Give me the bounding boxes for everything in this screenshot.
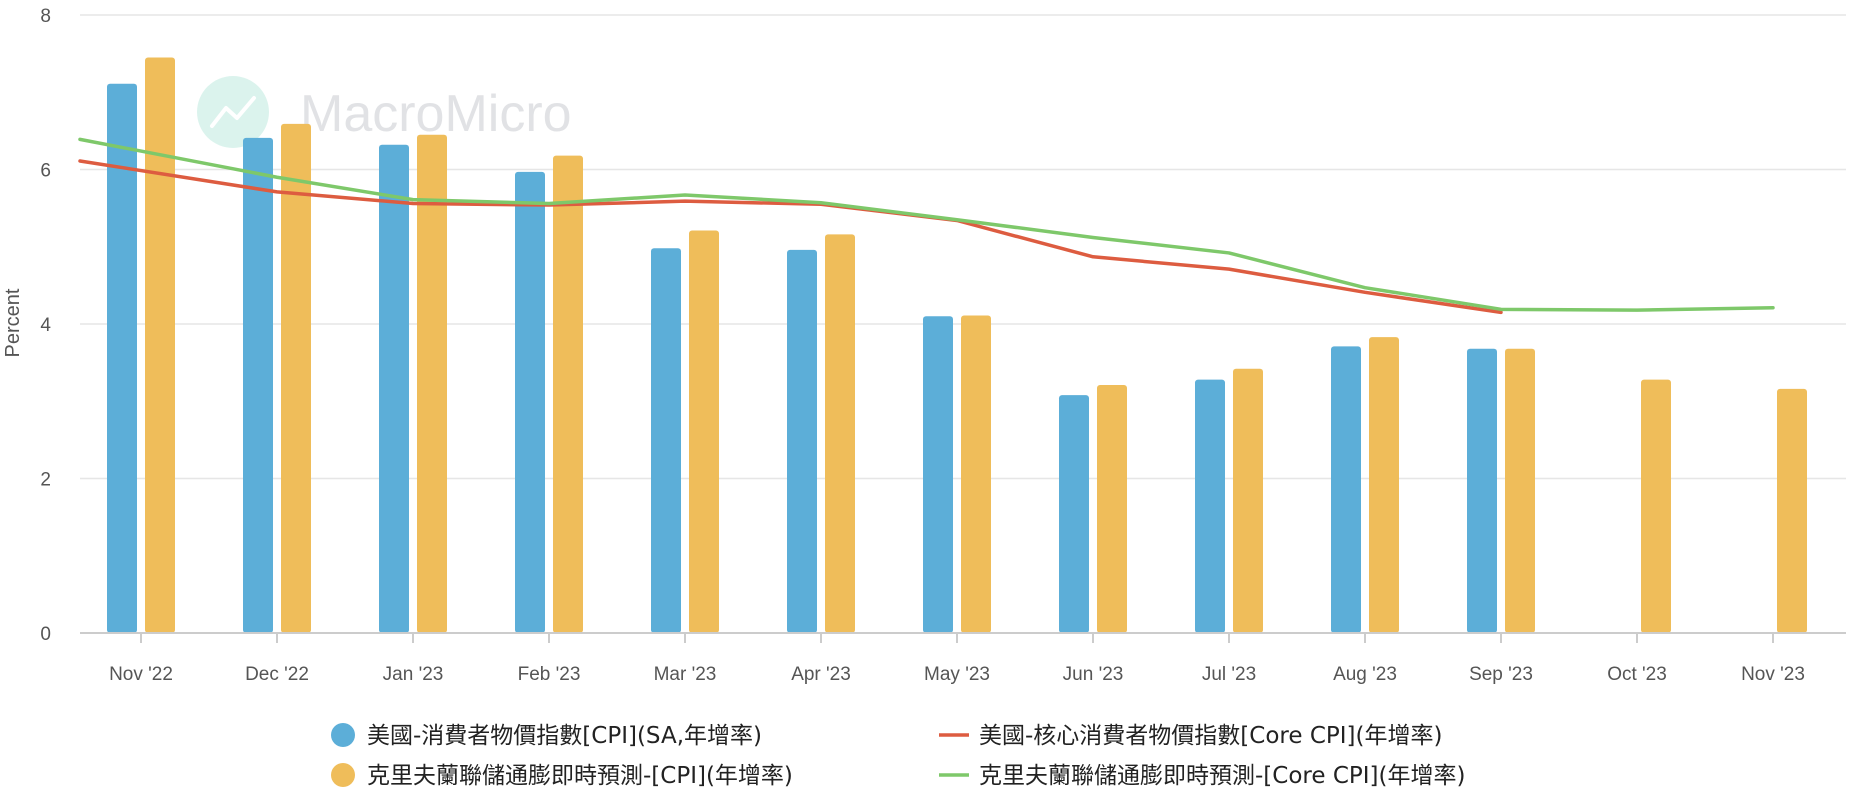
y-tick-label: 6	[40, 161, 51, 182]
cleveland-cpi-bar[interactable]	[1505, 348, 1535, 633]
y-tick-label: 8	[40, 6, 51, 27]
cleveland-cpi-bar[interactable]	[1777, 388, 1807, 633]
cleveland-cpi-bar[interactable]	[145, 57, 175, 634]
y-tick-label: 4	[40, 315, 51, 336]
bar-series	[107, 57, 1807, 634]
cleveland-cpi-bar[interactable]	[1097, 385, 1127, 633]
cleveland-cpi-bar[interactable]	[281, 123, 311, 634]
cleveland-cpi-bar[interactable]	[417, 134, 447, 634]
legend-item-cleveland-core-cpi[interactable]: 克里夫蘭聯儲通膨即時預測-[Core CPI](年增率)	[939, 763, 1465, 789]
legend-item-cpi[interactable]: 美國-消費者物價指數[CPI](SA,年增率)	[331, 723, 762, 749]
x-tick-label: Oct '23	[1607, 664, 1667, 685]
cpi-bar[interactable]	[107, 83, 137, 633]
x-tick-label: Apr '23	[791, 664, 851, 685]
legend-label: 克里夫蘭聯儲通膨即時預測-[Core CPI](年增率)	[979, 763, 1465, 789]
x-tick-label: May '23	[924, 664, 990, 685]
x-tick-label: Sep '23	[1469, 664, 1533, 685]
cleveland-cpi-bar[interactable]	[1641, 379, 1671, 633]
x-tick-label: Aug '23	[1333, 664, 1397, 685]
legend-dot-icon	[331, 763, 355, 787]
cpi-bar[interactable]	[1059, 395, 1089, 633]
line-series	[78, 137, 1775, 315]
x-tick-label: Nov '23	[1741, 664, 1805, 685]
legend-item-core-cpi[interactable]: 美國-核心消費者物價指數[Core CPI](年增率)	[939, 723, 1442, 749]
legend-item-cleveland-cpi[interactable]: 克里夫蘭聯儲通膨即時預測-[CPI](年增率)	[331, 763, 793, 789]
cpi-bar[interactable]	[515, 171, 545, 633]
cleveland-core-cpi-line[interactable]	[78, 137, 1775, 312]
cleveland-cpi-bar[interactable]	[1369, 337, 1399, 633]
cpi-bar[interactable]	[651, 248, 681, 634]
legend-label: 美國-消費者物價指數[CPI](SA,年增率)	[367, 723, 762, 749]
y-tick-label: 0	[40, 624, 51, 645]
watermark-logo-chart-icon	[210, 96, 256, 128]
legend-label: 美國-核心消費者物價指數[Core CPI](年增率)	[979, 723, 1442, 749]
cpi-bar[interactable]	[243, 137, 273, 633]
x-axis: Nov '22 Dec '22 Jan '23 Feb '23 Mar '23 Apr '…	[80, 632, 1846, 685]
watermark-text: MacroMicro	[300, 85, 572, 143]
legend-dot-icon	[331, 723, 355, 747]
cleveland-cpi-bar[interactable]	[689, 230, 719, 633]
legend: 美國-消費者物價指數[CPI](SA,年增率) 克里夫蘭聯儲通膨即時預測-[CPI…	[331, 723, 1465, 789]
x-tick-label: Nov '22	[109, 664, 173, 685]
cleveland-cpi-bar[interactable]	[961, 315, 991, 633]
y-tick-label: 2	[40, 470, 51, 491]
x-tick-label: Jan '23	[383, 664, 444, 685]
x-tick-label: Dec '22	[245, 664, 309, 685]
legend-label: 克里夫蘭聯儲通膨即時預測-[CPI](年增率)	[367, 763, 793, 789]
y-axis: 0 2 4 6 8	[40, 6, 51, 645]
x-tick-label: Feb '23	[518, 664, 581, 685]
cpi-bar[interactable]	[1331, 346, 1361, 633]
cleveland-cpi-bar[interactable]	[825, 234, 855, 633]
cpi-bar[interactable]	[787, 249, 817, 633]
x-tick-label: Mar '23	[654, 664, 717, 685]
cpi-bar[interactable]	[1195, 379, 1225, 633]
x-tick-label: Jun '23	[1063, 664, 1124, 685]
x-tick-label: Jul '23	[1202, 664, 1256, 685]
cpi-bar[interactable]	[379, 144, 409, 633]
cleveland-cpi-bar[interactable]	[553, 155, 583, 633]
cpi-bar[interactable]	[923, 316, 953, 633]
macromicro-watermark: MacroMicro	[197, 76, 572, 148]
y-axis-title: Percent	[2, 288, 24, 357]
cleveland-cpi-bar[interactable]	[1233, 368, 1263, 633]
cpi-bar[interactable]	[1467, 348, 1497, 633]
